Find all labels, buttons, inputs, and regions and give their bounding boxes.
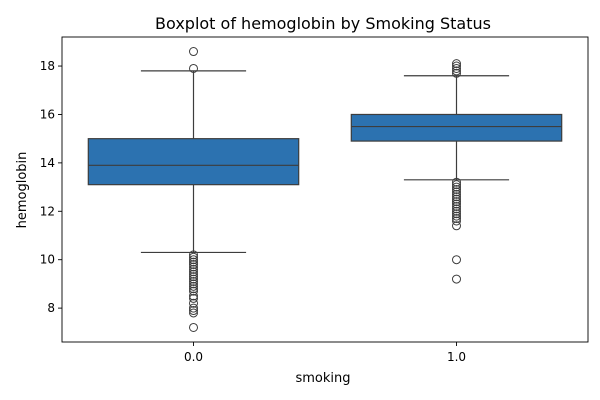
outlier-point [189, 276, 198, 286]
outlier-point [452, 221, 461, 231]
box-group-0.0 [87, 47, 300, 332]
iqr-box [350, 113, 563, 142]
outlier-point [452, 194, 461, 204]
y-tick-label: 10 [40, 253, 55, 267]
y-tick-label: 14 [40, 156, 55, 170]
outlier-point [189, 303, 198, 313]
outlier-point [452, 61, 461, 71]
outlier-point [189, 284, 198, 294]
outlier-point [452, 197, 461, 207]
outlier-point [452, 209, 461, 219]
x-axis: 0.0 1.0 [184, 342, 466, 364]
y-tick-label: 12 [40, 204, 55, 218]
outlier-point [189, 267, 198, 277]
outlier-point [452, 201, 461, 211]
iqr-box [87, 138, 300, 186]
outlier-point [452, 199, 461, 209]
outlier-point [452, 189, 461, 199]
x-tick-label: 1.0 [447, 350, 466, 364]
outlier-point [452, 187, 461, 197]
outlier-point [452, 63, 461, 73]
outlier-point [452, 59, 461, 69]
outlier-point [189, 252, 198, 262]
x-axis-label: smoking [295, 371, 350, 386]
outlier-point [189, 281, 198, 291]
plot-area-frame [61, 36, 589, 343]
outlier-point [189, 279, 198, 289]
outlier-point [189, 257, 198, 267]
outlier-point [189, 47, 198, 57]
outlier-point [189, 269, 198, 279]
outlier-point [452, 216, 461, 226]
outlier-point [189, 264, 198, 274]
outlier-point [189, 308, 198, 318]
outlier-point [189, 291, 198, 301]
outlier-point [452, 255, 461, 265]
y-tick-label: 16 [40, 107, 55, 121]
outlier-point [452, 206, 461, 216]
outlier-point [189, 272, 198, 282]
outlier-point [452, 185, 461, 194]
outlier-point [189, 260, 198, 270]
outlier-point [452, 211, 461, 221]
outlier-point [189, 255, 198, 265]
outlier-point [452, 274, 461, 284]
outlier-point [189, 306, 198, 316]
chart-title: Boxplot of hemoglobin by Smoking Status [155, 14, 491, 33]
outlier-point [452, 192, 461, 202]
outlier-point [452, 214, 461, 224]
outlier-point [452, 204, 461, 214]
outlier-point [189, 293, 198, 303]
outlier-point [189, 322, 198, 332]
outlier-point [189, 286, 198, 296]
y-tick-label: 18 [40, 59, 55, 73]
outlier-point [189, 274, 198, 284]
outlier-point [189, 298, 198, 308]
y-axis-label: hemoglobin [15, 152, 30, 229]
outlier-point [452, 177, 461, 187]
plot-marks [87, 47, 563, 332]
x-tick-label: 0.0 [184, 350, 203, 364]
outlier-point [189, 63, 198, 73]
y-axis: 8 10 12 14 16 18 [40, 59, 62, 315]
outlier-point [189, 262, 198, 272]
y-tick-label: 8 [47, 301, 55, 315]
outlier-point [452, 66, 461, 76]
outlier-point [452, 180, 461, 190]
box-group-1.0 [350, 59, 563, 284]
outlier-point [452, 68, 461, 78]
outlier-point [452, 182, 461, 192]
outlier-point [189, 250, 198, 260]
